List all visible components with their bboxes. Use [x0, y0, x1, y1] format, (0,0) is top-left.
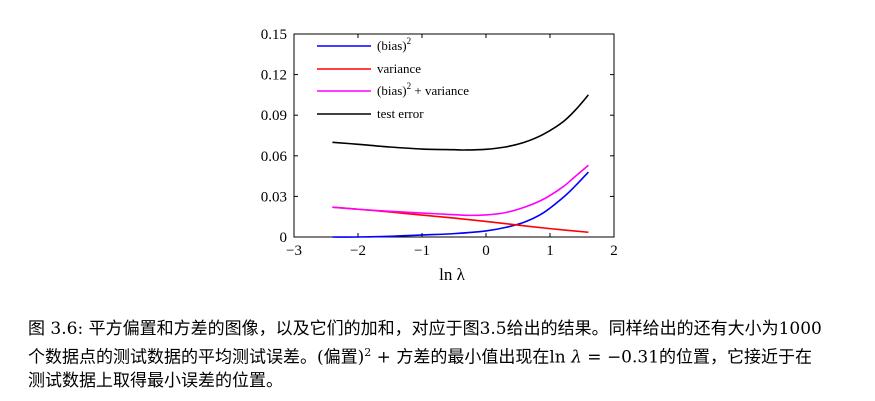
x-tick-label: 0	[482, 243, 490, 259]
figure: −3 −2 −1 0 1 2 0 0.03 0.06 0.09 0.12 0.15 (bias)2 va…	[261, 27, 618, 284]
legend-label: test error	[377, 106, 424, 121]
legend-label: (bias)2	[377, 36, 411, 53]
series-line-bias-variance	[332, 164, 589, 217]
series-line-test-error	[332, 94, 590, 151]
x-tick-label: 2	[610, 243, 618, 259]
y-tick-label: 0.06	[261, 149, 288, 165]
caption-line-3: 测试数据上取得最小误差的位置。	[28, 370, 283, 391]
legend: (bias)2 variance (bias)2 + variance test er…	[317, 36, 469, 121]
plot-area: −3 −2 −1 0 1 2 0 0.03 0.06 0.09 0.12 0.15 (bias)2 va…	[261, 27, 618, 284]
x-tick-label: 1	[546, 243, 554, 259]
x-tick-label: −1	[414, 243, 430, 259]
y-tick-label: 0.03	[261, 189, 287, 205]
caption-line-2-part-a: 个数据点的测试数据的平均测试误差。(偏置)	[28, 347, 365, 368]
legend-label: (bias)2 + variance	[377, 81, 469, 98]
figure-caption: 图 3.6: 平方偏置和方差的图像，以及它们的加和，对应于图3.5给出的结果。同…	[28, 318, 858, 393]
x-tick-label: −3	[286, 243, 302, 259]
series-line-bias	[332, 171, 589, 238]
series-layer	[332, 94, 590, 238]
caption-line-2: 个数据点的测试数据的平均测试误差。(偏置)2 + 方差的最小值出现在ln λ =…	[28, 341, 858, 370]
axes-frame	[293, 33, 615, 238]
x-axis-label: ln λ	[439, 265, 465, 284]
y-tick-label: 0.15	[261, 27, 287, 43]
caption-line-2-part-c: = −0.31的位置，它接近于在	[581, 347, 813, 368]
caption-line-2-part-b: + 方差的最小值出现在ln	[371, 347, 572, 368]
legend-label: variance	[377, 61, 421, 76]
caption-superscript: 2	[364, 346, 372, 359]
caption-line-1: 图 3.6: 平方偏置和方差的图像，以及它们的加和，对应于图3.5给出的结果。同…	[28, 319, 822, 339]
x-tick-label: −2	[350, 243, 366, 259]
ticks-layer: −3 −2 −1 0 1 2 0 0.03 0.06 0.09 0.12 0.15	[261, 27, 618, 259]
y-tick-label: 0.09	[261, 108, 287, 124]
caption-lambda: λ	[571, 347, 582, 368]
y-tick-label: 0	[280, 230, 288, 246]
series-line-variance	[332, 206, 589, 234]
y-tick-label: 0.12	[261, 68, 287, 84]
